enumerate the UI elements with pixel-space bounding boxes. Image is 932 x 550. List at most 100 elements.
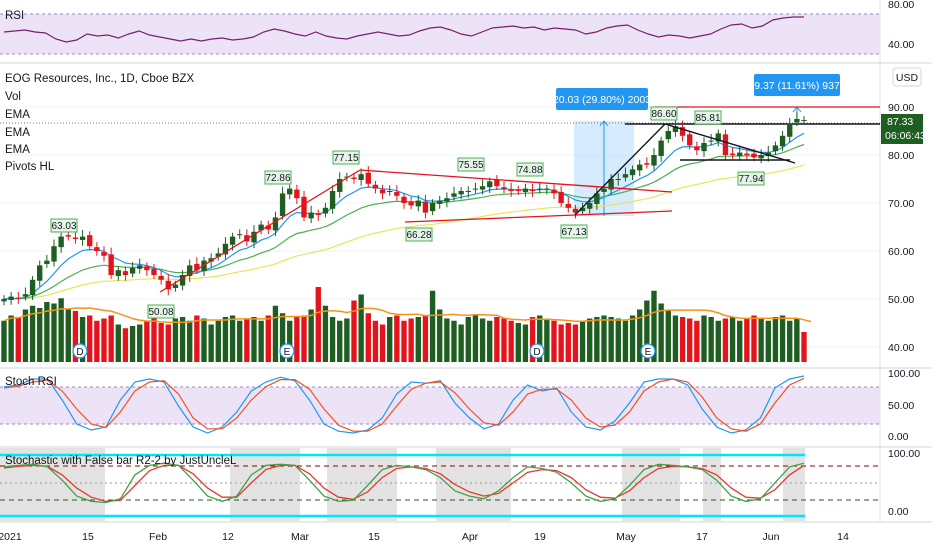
candle [801,116,807,125]
time-tick: 15 [368,531,380,543]
volume-bar [679,317,686,362]
candle [344,172,350,182]
legend-pivots[interactable]: Pivots HL [5,161,55,173]
price-axis[interactable]: 90.00 80.00 70.00 60.00 50.00 40.00 [888,102,914,354]
candle [594,186,600,210]
candle [637,159,643,177]
trendline-black-top [664,123,796,164]
volume-bar [301,315,307,362]
candle [379,184,386,200]
legend-ema-3[interactable]: EMA [5,144,30,156]
volume-bar [558,324,564,362]
volume-bar [565,323,571,362]
candle [744,149,750,161]
candle [622,167,629,182]
volume-bar [444,318,450,362]
svg-text:50.08: 50.08 [148,307,173,318]
svg-text:77.15: 77.15 [333,153,358,164]
candle [451,186,457,201]
svg-text:63.03: 63.03 [51,221,76,232]
time-tick: Jun [763,531,780,543]
dividend-event-icon: D [76,347,83,358]
volume-bar [137,324,143,362]
volume-bar [601,315,607,362]
time-tick: 14 [837,531,849,543]
time-axis[interactable]: 2021 15 Feb 12 Mar 15 Apr 19 May 17 Jun 14 [0,531,849,543]
volume-bar [72,311,79,362]
event-markers[interactable]: D E D E [72,343,656,359]
volume-bar [608,317,614,362]
time-tick: 19 [534,531,546,543]
svg-text:100.00: 100.00 [888,448,920,460]
rsi-pane[interactable]: RSI 80.00 40.00 [0,0,914,55]
stoch-fb-pane[interactable]: Stochastic with False bar R2-2 by JustUn… [0,448,920,521]
currency-button[interactable] [892,67,922,87]
volume-bar [701,315,707,362]
legend-ema-2[interactable]: EMA [5,127,30,139]
candle [629,165,636,180]
svg-text:0.00: 0.00 [888,506,909,518]
volume-bar [1,320,7,362]
volume-bar [15,317,21,362]
candle [772,141,779,155]
candle [729,147,736,159]
stoch-rsi-d-line [3,377,805,432]
volume-bar [187,320,193,362]
legend-vol[interactable]: Vol [5,91,21,103]
volume-bar [194,315,200,362]
candle [144,262,150,276]
volume-bar [529,317,536,362]
volume-bar [129,326,136,362]
legend-ema-1[interactable]: EMA [5,109,30,121]
candle [579,203,586,215]
volume-bar [229,315,236,362]
candle [515,185,521,195]
volume-bar [494,317,500,362]
candle [394,185,400,201]
volume-bar [365,313,371,362]
volume-bar [287,320,293,362]
stoch-rsi-pane[interactable]: Stoch RSI 100.00 50.00 0.00 [0,368,920,443]
candle [115,266,121,281]
candle [187,259,193,282]
volume-bar [358,294,364,362]
volume-bar [794,318,800,362]
volume-bar [694,320,700,362]
volume-bar [272,305,279,362]
volume-bar [515,323,521,362]
time-tick: Apr [462,531,479,543]
volume-bar [94,320,100,362]
measure-label-left: 20.03 (29.80%) 2003 [553,94,651,106]
rsi-tick-80: 80.00 [888,0,914,11]
candle [615,173,621,186]
candle [372,180,379,194]
volume-bar [537,315,543,362]
volume-bar [687,318,693,362]
candle [151,263,157,279]
candle [101,246,107,262]
volume-bar [337,320,343,362]
volume-bar [458,324,464,362]
volume-bar [408,318,414,362]
svg-text:0.00: 0.00 [888,431,909,443]
volume-bar [479,318,486,362]
volume-bar [544,318,550,362]
trendline-red-top [359,169,673,193]
volume-bar [279,313,286,362]
candle [337,172,343,198]
candle [251,225,257,249]
candle [794,112,800,127]
volume-bar [87,315,93,362]
candle [87,231,93,251]
volume-bar [122,328,129,362]
candle [329,185,336,214]
currency-label: USD [896,72,919,84]
measure-label-right: 9.37 (11.61%) 937 [754,80,840,92]
volume-bar [51,303,57,362]
price-pane[interactable]: 20.03 (29.80%) 2003 9.37 (11.61%) 937 63… [0,67,926,362]
volume-bar [44,302,50,362]
candle [287,184,293,200]
candle [537,181,543,194]
volume-bar [165,324,171,362]
